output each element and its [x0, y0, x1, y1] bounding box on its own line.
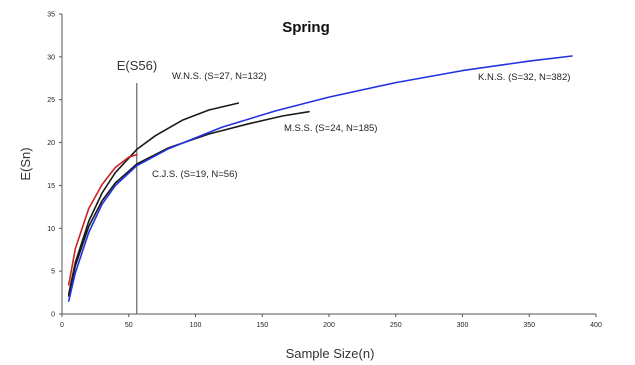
x-tick-label: 200 [323, 322, 335, 329]
series-line-2 [67, 153, 138, 286]
x-tick-label: 300 [457, 322, 469, 329]
series-line-0 [67, 102, 239, 296]
chart-title: Spring [282, 19, 330, 36]
y-tick-label: 10 [47, 226, 55, 233]
y-tick-label: 15 [47, 183, 55, 190]
series-line-3 [67, 55, 573, 302]
series-annotations: W.N.S. (S=27, N=132) M.S.S. (S=24, N=185)… [152, 71, 570, 180]
y-tick-label: 25 [47, 97, 55, 104]
series-label-1: M.S.S. (S=24, N=185) [284, 123, 377, 134]
x-tick-label: 400 [590, 322, 602, 329]
y-axis-label: E(Sn) [18, 147, 33, 180]
x-tick-label: 250 [390, 322, 402, 329]
series-line-1 [67, 110, 310, 297]
x-tick-label: 100 [190, 322, 202, 329]
y-tick-label: 35 [47, 12, 55, 19]
x-tick-label: 50 [125, 322, 133, 329]
x-tick-label: 350 [523, 322, 535, 329]
series-label-2: C.J.S. (S=19, N=56) [152, 169, 238, 180]
y-tick-label: 30 [47, 54, 55, 61]
series-lines [67, 55, 573, 302]
x-tick-label: 150 [256, 322, 268, 329]
series-label-3: K.N.S. (S=32, N=382) [478, 72, 570, 83]
x-tick-label: 0 [60, 322, 64, 329]
y-tick-label: 0 [51, 312, 55, 319]
x-axis-label: Sample Size(n) [286, 346, 375, 361]
series-label-0: W.N.S. (S=27, N=132) [172, 71, 267, 82]
y-tick-label: 20 [47, 140, 55, 147]
axis-ticks: 0 50 100 150 200 250 300 350 400 0 5 10 15 20 25 30 35 [47, 12, 602, 330]
reference-line-label: E(S56) [117, 58, 157, 73]
y-tick-label: 5 [51, 269, 55, 276]
